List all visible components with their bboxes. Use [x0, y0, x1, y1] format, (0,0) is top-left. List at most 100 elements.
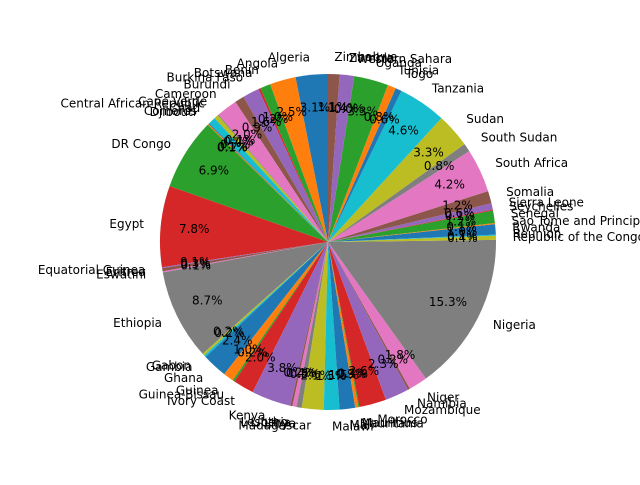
pie-slice-percent: 1.0%	[262, 110, 293, 124]
pie-slice	[323, 242, 340, 411]
pie-slice-label: Cape Verde	[138, 95, 207, 109]
pie-slice-percent: 1.5%	[316, 369, 347, 383]
pie-slices	[160, 74, 497, 411]
pie-slice-label: Algeria	[268, 51, 310, 65]
pie-slice-percent: 0.2%	[213, 325, 244, 339]
pie-slice-percent: 2.0%	[232, 127, 263, 141]
pie-slice	[217, 114, 328, 242]
pie-slice	[328, 242, 426, 389]
pie-slice-label: Eswatini	[96, 267, 146, 281]
pie-slice-label: Burkina Faso	[166, 70, 243, 84]
pie-slice	[328, 242, 386, 408]
pie-slice	[258, 88, 328, 243]
pie-slice-percent: 0.1%	[445, 209, 476, 223]
pie-slice	[328, 209, 494, 242]
pie-slice-label: Kenya	[229, 408, 266, 422]
pie-slice-percent: 1.1%	[317, 100, 348, 114]
pie-slice	[207, 123, 328, 242]
pie-slice	[328, 224, 496, 242]
pie-slice-percent: 0.7%	[220, 137, 251, 151]
pie-slice	[328, 242, 360, 408]
pie-slice	[208, 123, 328, 242]
pie-slice-percent: 1.0%	[233, 343, 264, 357]
pie-slice-label: Mozambique	[404, 403, 481, 417]
pie-slice-label: Mauritius	[362, 416, 417, 430]
pie-slice-label: Namibia	[417, 396, 467, 410]
pie-slice	[328, 151, 489, 242]
pie-slice	[328, 144, 470, 242]
pie-slice-label: Rwanda	[512, 221, 560, 235]
pie-slice	[235, 96, 328, 242]
pie-slice	[328, 191, 492, 242]
pie-slice-label: Angola	[237, 57, 278, 71]
pie-slice	[234, 242, 328, 393]
pie-slice	[328, 234, 496, 242]
pie-slice-percent: 0.3%	[180, 257, 211, 271]
pie-slice-label: Sierra Leone	[509, 195, 584, 209]
pie-slice-percent: 0.4%	[286, 366, 317, 380]
pie-slice	[224, 242, 328, 381]
pie-slice-label: Chad	[169, 101, 200, 115]
pie-slice	[328, 74, 355, 243]
pie-slice-percent: 8.7%	[192, 294, 223, 308]
pie-slice-percent: 1.2%	[442, 199, 473, 213]
pie-slice-percent: 4.2%	[434, 177, 465, 191]
pie-slice-percent: 1.6%	[251, 115, 282, 129]
pie-slice	[214, 115, 328, 242]
pie-slice	[260, 84, 328, 242]
pie-slice	[328, 203, 493, 242]
pie-percent-labels: 3.1%2.5%1.0%0.2%1.6%0.9%2.0%0.1%0.4%0.7%…	[179, 100, 478, 383]
pie-slice	[209, 118, 328, 242]
pie-slice-label: Sudan	[466, 112, 504, 126]
pie-slice-percent: 3.3%	[413, 145, 444, 159]
pie-slice-percent: 0.2%	[258, 112, 289, 126]
pie-slice-label: Guinea	[176, 383, 219, 397]
pie-slice-percent: 4.6%	[388, 123, 419, 137]
pie-slice	[328, 85, 396, 242]
pie-slice	[328, 242, 359, 408]
pie-slice-label: Botswana	[194, 66, 253, 80]
pie-slice-label: Ivory Coast	[167, 394, 235, 408]
pie-slice-label: South Africa	[495, 156, 568, 170]
pie-slice-label: Cameroon	[155, 87, 217, 101]
pie-slice-percent: 0.4%	[223, 134, 254, 148]
pie-slice	[328, 239, 497, 379]
pie-slice	[296, 242, 328, 408]
pie-slice	[169, 124, 328, 242]
pie-slice	[328, 235, 496, 242]
pie-slice-percent: 0.2%	[214, 326, 245, 340]
pie-slice-label: Libya	[264, 417, 296, 431]
pie-slice-percent: 0.2%	[283, 366, 314, 380]
pie-slice	[301, 242, 328, 410]
pie-slice-label: Western Sahara	[357, 52, 452, 66]
pie-slice-percent: 0.8%	[424, 159, 455, 173]
pie-slice	[328, 242, 356, 410]
pie-slice-label: Burundi	[184, 78, 231, 92]
pie-slice-label: Eritrea	[106, 265, 146, 279]
pie-slice-label: Reunion	[513, 227, 562, 241]
pie-slice-percent: 3.8%	[267, 361, 298, 375]
pie-slice-percent: 0.3%	[336, 367, 367, 381]
pie-slice-percent: 0.1%	[217, 140, 248, 154]
pie-slice-label: Malawi	[332, 419, 374, 433]
pie-slice-percent: 0.1%	[446, 220, 477, 234]
pie-slice	[328, 223, 496, 242]
pie-slice-percent: 0.6%	[369, 113, 400, 127]
pie-slice-label: DR Congo	[111, 137, 171, 151]
pie-slice	[162, 242, 328, 354]
pie-slice	[328, 118, 465, 242]
pie-slice	[162, 242, 328, 273]
pie-slice-label: Liberia	[250, 416, 291, 430]
pie-slice-label: Zambia	[349, 51, 395, 65]
pie-slice	[328, 242, 410, 390]
pie-slice-label: Senegal	[511, 207, 559, 221]
pie-slice-label: Djibouti	[150, 105, 197, 119]
pie-slice	[252, 242, 328, 406]
pie-slice	[328, 210, 495, 242]
pie-slice-percent: 0.6%	[444, 206, 475, 220]
pie-slice-label: Togo	[405, 67, 434, 81]
pie-slice-label: Seychelles	[509, 199, 573, 213]
pie-slice-label: Mauritania	[360, 417, 424, 431]
